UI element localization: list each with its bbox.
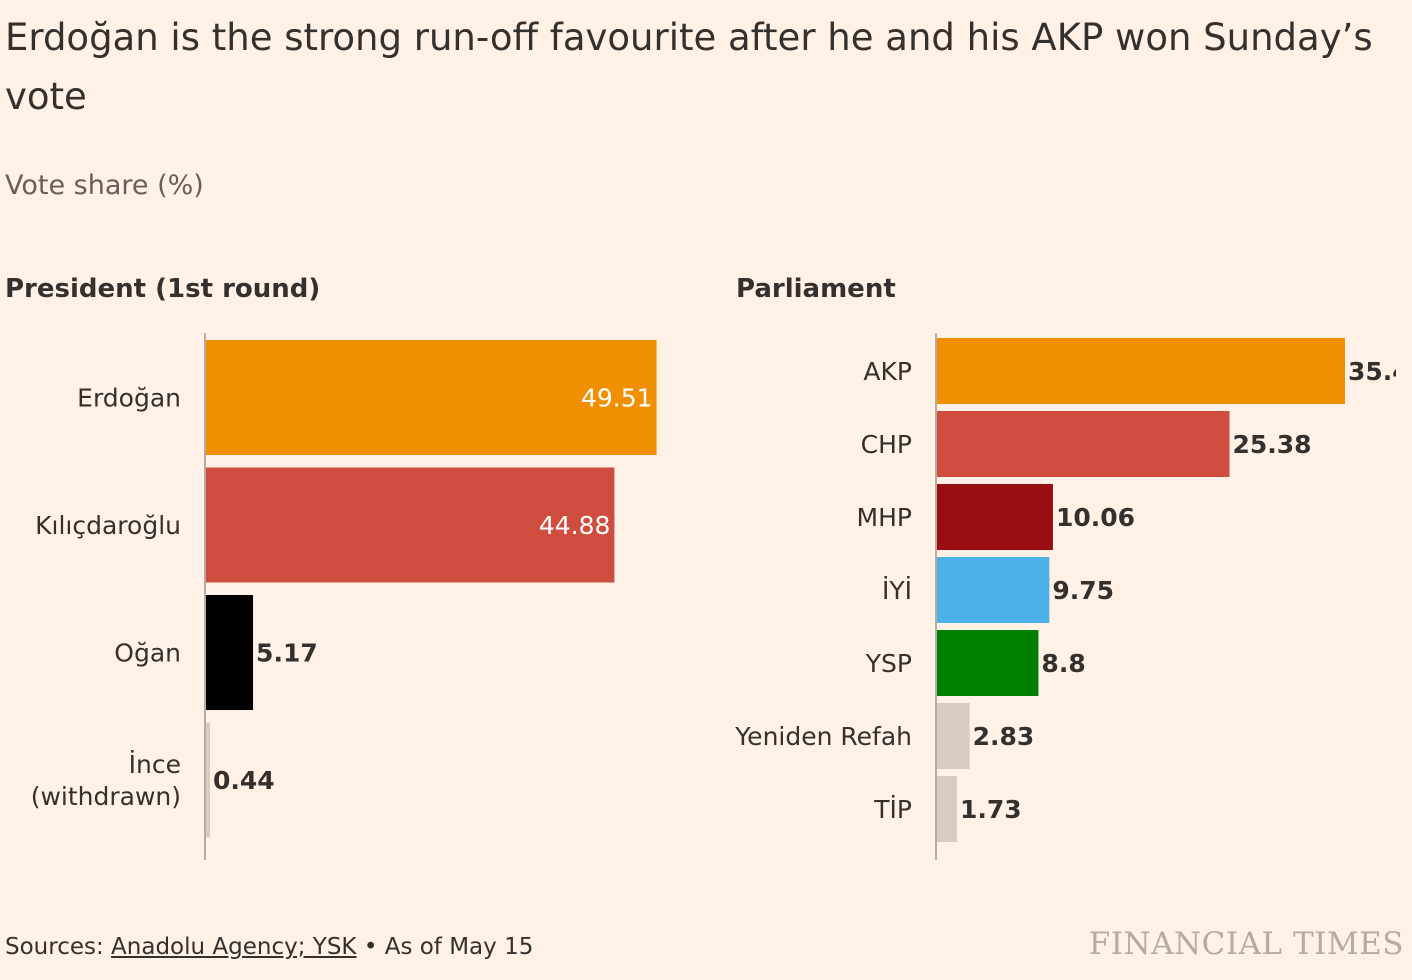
bar-ogan (206, 595, 254, 710)
bar-erdogan (206, 340, 657, 455)
bar-mhp (937, 484, 1053, 550)
category-label-ysp: YSP (865, 649, 912, 678)
parliament-panel-title: Parliament (736, 274, 896, 304)
value-label-ysp: 8.8 (1041, 649, 1085, 678)
category-label-tip: TİP (873, 795, 912, 824)
category-label-ogan: Oğan (114, 639, 181, 668)
chart-title: Erdoğan is the strong run-off favourite … (5, 16, 1373, 118)
value-label-iyi: 9.75 (1052, 576, 1114, 605)
category-label-ince-withdrawn: İnce (withdrawn) (31, 750, 181, 811)
value-label-yeniden-refah: 2.83 (973, 722, 1035, 751)
value-label-akp: 35.4 (1348, 357, 1410, 386)
sources-label: Sources: (5, 934, 112, 960)
value-label-kilicdaroglu: 44.88 (539, 511, 611, 540)
chart-subtitle: Vote share (%) (5, 170, 204, 201)
category-label-yeniden-refah: Yeniden Refah (734, 722, 912, 751)
sources-footer: Sources: Anadolu Agency; YSK • As of May… (5, 934, 533, 960)
value-label-ogan: 5.17 (256, 639, 318, 668)
as-of-date: • As of May 15 (356, 934, 534, 960)
category-label-iyi: İYİ (882, 576, 912, 605)
category-label-chp: CHP (861, 430, 912, 459)
bar-ince-withdrawn (206, 722, 211, 838)
category-label-mhp: MHP (857, 503, 912, 532)
ft-logo: FINANCIAL TIMES (1088, 926, 1404, 962)
bar-chp (937, 411, 1230, 477)
category-label-kilicdaroglu: Kılıçdaroğlu (35, 511, 181, 540)
value-label-erdogan: 49.51 (581, 384, 653, 413)
bar-akp (937, 338, 1345, 404)
bar-ysp (937, 630, 1039, 696)
category-label-akp: AKP (863, 357, 912, 386)
value-label-ince-withdrawn: 0.44 (213, 766, 275, 795)
value-label-chp: 25.38 (1233, 430, 1312, 459)
bar-tip (937, 776, 957, 842)
bar-iyi (937, 557, 1050, 623)
value-label-mhp: 10.06 (1056, 503, 1135, 532)
value-label-tip: 1.73 (960, 795, 1022, 824)
sources-link[interactable]: Anadolu Agency; YSK (111, 934, 357, 960)
bar-kilicdaroglu (206, 467, 615, 583)
bar-yeniden-refah (937, 703, 970, 769)
category-label-erdogan: Erdoğan (77, 384, 181, 413)
president-panel-title: President (1st round) (5, 274, 321, 304)
